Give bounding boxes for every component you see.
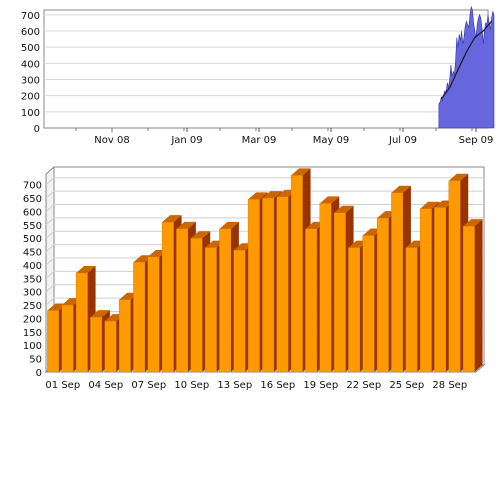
bar-front: [434, 207, 447, 373]
bar-front: [247, 199, 260, 373]
x-tick-label: Mar 09: [242, 135, 277, 146]
bar-top: [319, 196, 340, 204]
y-tick-label: 500: [21, 43, 40, 54]
bar-top: [463, 219, 483, 227]
bar-top: [291, 168, 311, 176]
daily-bar-chart: 0 50 100 150 200 250 300 350 400 450 500 550 600 650 7…: [23, 165, 486, 391]
gridline: [45, 203, 484, 212]
y-tick-label: 100: [21, 108, 40, 119]
bar-front: [419, 208, 432, 373]
bar-front: [61, 304, 74, 373]
bar-top: [262, 191, 282, 199]
bar-front: [276, 196, 289, 373]
y-tick-label: 550: [23, 221, 42, 232]
bar-top: [448, 173, 469, 181]
bar-front: [391, 192, 404, 373]
timeline-chart: 0 100 200 300 400 500 600 700 Nov 08 Jan 09 Mar 09…: [21, 5, 495, 146]
bar-front: [204, 247, 217, 373]
bar-30-sep: [462, 219, 483, 373]
y-tick-label: 200: [21, 92, 40, 103]
y-tick-label: 300: [23, 288, 42, 299]
x-tick-label: Jan 09: [170, 135, 202, 146]
y-tick-label: 600: [23, 207, 42, 218]
y-tick-label: 200: [23, 314, 42, 325]
bar-front: [176, 228, 189, 373]
bar-front: [161, 221, 174, 373]
y-tick-label: 700: [23, 181, 42, 192]
area-series: [438, 5, 495, 129]
bar-front: [219, 228, 232, 373]
bar-top: [190, 231, 211, 239]
y-tick-label: 250: [23, 301, 42, 312]
x-tick-label: 10 Sep: [174, 380, 209, 391]
bar-front: [448, 180, 461, 373]
x-tick-label: Nov 08: [94, 135, 129, 146]
y-tick-label: 0: [34, 124, 40, 135]
y-tick-label: 0: [36, 368, 42, 379]
bar-front: [233, 250, 246, 373]
x-tick-label: May 09: [313, 135, 350, 146]
gridline: [45, 177, 484, 186]
x-tick-label: 22 Sep: [346, 380, 381, 391]
y-tick-label: 400: [21, 59, 40, 70]
x-tick-label: 04 Sep: [88, 380, 123, 391]
y-tick-label: 100: [23, 341, 42, 352]
trend-line: [440, 20, 493, 100]
y-tick-label: 50: [29, 355, 42, 366]
bar-top: [391, 185, 411, 193]
y-tick-label: 700: [21, 11, 40, 22]
x-tick-label: Jul 09: [388, 135, 417, 146]
y-tick-label: 150: [23, 328, 42, 339]
bar-top: [76, 266, 96, 273]
bar-front: [348, 247, 361, 373]
bar-front: [104, 320, 117, 373]
x-tick-label: 25 Sep: [389, 380, 424, 391]
x-tick-label: 01 Sep: [45, 380, 80, 391]
y-tick-label: 500: [23, 234, 42, 245]
bar-front: [333, 212, 346, 373]
bar-top: [248, 192, 268, 200]
x-tick-label: 07 Sep: [131, 380, 166, 391]
y-tick-label: 650: [23, 194, 42, 205]
bar-front: [147, 256, 160, 373]
x-tick-label: 16 Sep: [260, 380, 295, 391]
bar-front: [305, 228, 318, 373]
x-tick-label: 28 Sep: [432, 380, 467, 391]
bar-front: [47, 310, 60, 373]
bar-top: [176, 221, 196, 229]
bar-top: [162, 215, 182, 223]
bar-front: [90, 316, 103, 373]
bar-front: [190, 238, 203, 373]
bar-front: [319, 203, 332, 373]
bar-top: [420, 201, 440, 209]
bar-front: [362, 235, 375, 373]
bar-front: [262, 197, 275, 373]
bar-top: [219, 221, 239, 229]
y-tick-label: 350: [23, 274, 42, 285]
x-tick-label: Sep 09: [459, 135, 494, 146]
bar-side: [474, 219, 483, 372]
y-tick-label: 450: [23, 248, 42, 259]
y-tick-label: 400: [23, 261, 42, 272]
bar-front: [75, 272, 88, 373]
x-tick-label: 19 Sep: [303, 380, 338, 391]
gridline: [45, 190, 484, 199]
x-tick-label: 13 Sep: [217, 380, 252, 391]
bar-top: [90, 310, 110, 318]
bar-front: [376, 217, 389, 373]
bar-top: [334, 205, 354, 213]
y-tick-label: 300: [21, 76, 40, 87]
y-tick-label: 600: [21, 27, 40, 38]
plot-area: [43, 9, 489, 129]
bar-front: [462, 225, 475, 373]
bar-front: [290, 175, 303, 373]
bar-front: [133, 262, 146, 373]
bar-front: [118, 299, 131, 373]
bar-front: [405, 247, 418, 373]
